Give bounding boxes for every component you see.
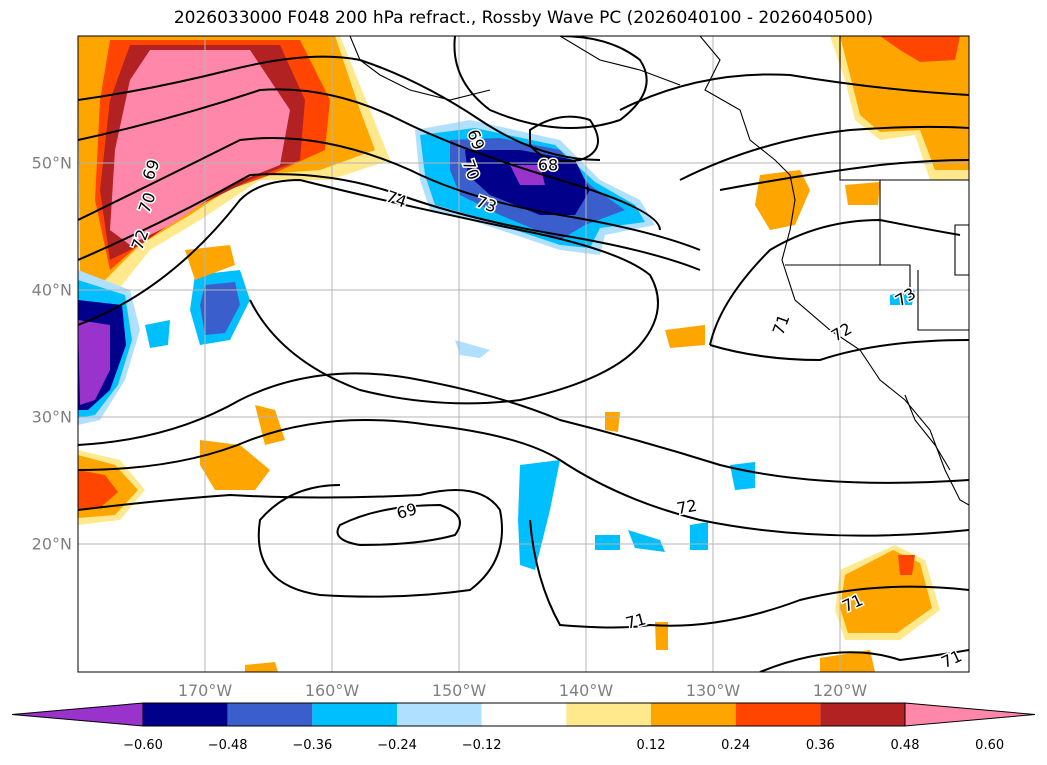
- colorbar-extend-high: [904, 702, 1036, 727]
- latitude-label: 20°N: [31, 534, 72, 554]
- colorbar-tick-label: 0.48: [890, 738, 920, 753]
- colorbar-segment: [820, 703, 905, 726]
- positive-patch: [845, 182, 880, 205]
- colorbar-segment: [735, 703, 821, 726]
- colorbar-segment: [397, 703, 482, 726]
- colorbar: [11, 702, 1036, 727]
- latitude-label: 50°N: [31, 153, 72, 173]
- colorbar-segment: [566, 703, 651, 726]
- contour-label: 68: [538, 156, 558, 175]
- longitude-label: 140°W: [558, 681, 614, 700]
- colorbar-tick-label: −0.48: [207, 738, 248, 753]
- colorbar-segment: [312, 703, 397, 726]
- longitude-label: 120°W: [812, 681, 868, 700]
- colorbar-segment: [481, 703, 567, 726]
- negative-patch: [455, 340, 490, 358]
- positive-anomaly-northwest: [78, 36, 390, 310]
- positive-patch: [930, 130, 965, 160]
- negative-patch: [200, 282, 240, 335]
- colorbar-tick-label: −0.12: [461, 738, 502, 753]
- positive-patch: [755, 170, 810, 230]
- map-title: 2026033000 F048 200 hPa refract., Rossby…: [173, 8, 874, 28]
- colorbar-tick-label: 0.12: [636, 738, 666, 753]
- negative-patch: [628, 530, 665, 552]
- longitude-label: 160°W: [304, 681, 360, 700]
- positive-patch: [185, 245, 235, 280]
- contour-label: 72: [675, 496, 698, 518]
- coastlines: [349, 36, 969, 506]
- longitude-label: 170°W: [177, 681, 233, 700]
- negative-patch: [145, 320, 170, 348]
- negative-patch: [690, 522, 708, 550]
- longitude-label: 150°W: [431, 681, 487, 700]
- colorbar-tick-label: 0.24: [721, 738, 751, 753]
- longitude-label: 130°W: [685, 681, 741, 700]
- colorbar-tick-label: −0.60: [123, 738, 163, 753]
- negative-patch: [595, 535, 620, 550]
- colorbar-segment: [143, 703, 228, 726]
- colorbar-tick-label: −0.36: [292, 738, 333, 753]
- latitude-label: 40°N: [31, 280, 72, 300]
- colorbar-tick-label: 0.36: [805, 738, 835, 753]
- colorbar-segment: [651, 703, 736, 726]
- positive-patch: [665, 325, 705, 348]
- positive-patch: [605, 412, 620, 432]
- height-contours: [78, 36, 969, 672]
- colorbar-extend-low: [11, 702, 144, 727]
- colorbar-segment: [227, 703, 313, 726]
- colorbar-tick-label: 0.60: [975, 738, 1005, 753]
- latitude-label: 30°N: [31, 407, 72, 427]
- negative-anomaly-west: [78, 270, 140, 425]
- negative-patch: [518, 460, 560, 570]
- negative-patch: [890, 290, 915, 305]
- colorbar-tick-label: −0.24: [377, 738, 417, 753]
